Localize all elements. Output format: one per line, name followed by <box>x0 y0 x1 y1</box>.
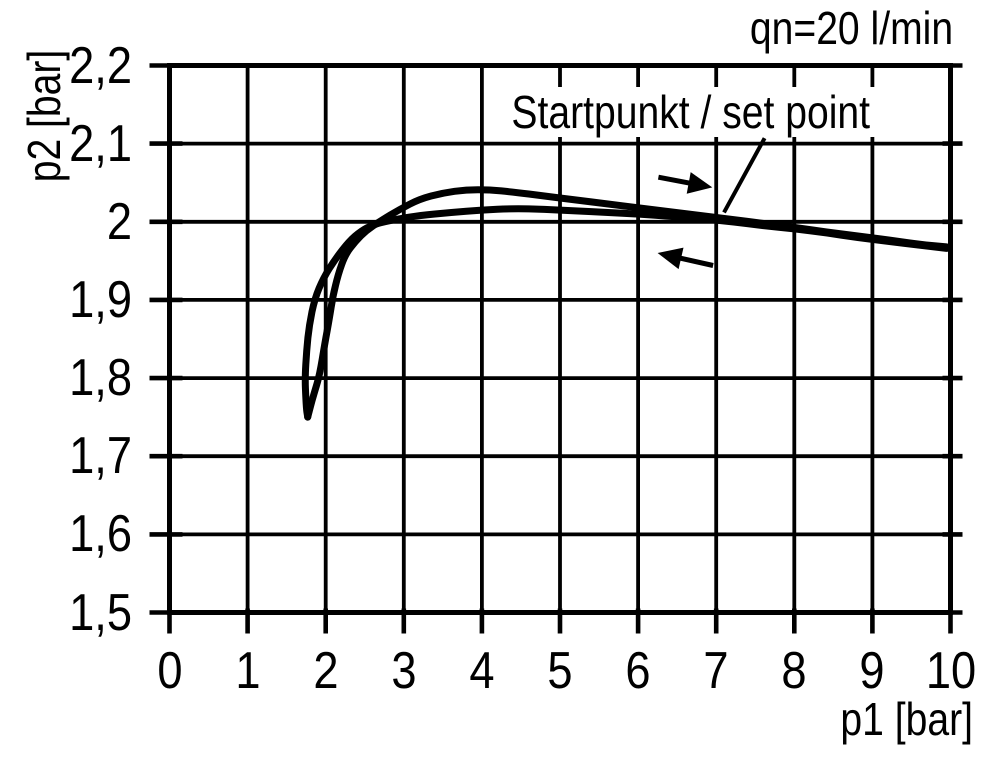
x-tick-label: 6 <box>625 642 651 700</box>
y-tick-label: 1,7 <box>69 427 132 486</box>
y-tick-label: 2,1 <box>69 114 132 173</box>
flow-rate-label: qn=20 l/min <box>749 2 953 54</box>
direction-arrow-right-head <box>686 172 713 194</box>
setpoint-leader-line <box>722 137 767 214</box>
y-tick-label: 1,9 <box>69 270 132 329</box>
x-tick-label: 2 <box>313 642 339 700</box>
y-tick-label: 2 <box>106 192 132 251</box>
direction-arrow-left-head <box>657 247 684 270</box>
direction-arrow-left-shaft <box>676 254 714 268</box>
direction-arrow-right-shaft <box>657 174 694 187</box>
y-tick-label: 2,2 <box>69 36 132 95</box>
x-tick-label: 0 <box>156 642 183 700</box>
x-tick-label: 7 <box>703 642 729 700</box>
x-tick-label: 5 <box>547 642 573 700</box>
setpoint-label: Startpunkt / set point <box>508 87 877 137</box>
x-tick-label: 10 <box>925 642 976 700</box>
plot-border <box>167 63 953 615</box>
y-tick-label: 1,8 <box>69 349 132 408</box>
x-tick-label: 9 <box>859 642 885 700</box>
y-tick-label: 1,6 <box>69 505 132 564</box>
x-tick-label: 4 <box>469 642 495 700</box>
y-tick-label: 1,5 <box>69 583 132 642</box>
x-tick-label: 1 <box>235 642 261 700</box>
x-axis-title: p1 [bar] <box>840 693 973 745</box>
x-tick-label: 3 <box>391 642 417 700</box>
x-tick-label: 8 <box>781 642 807 700</box>
curve-falling-branch <box>301 205 951 421</box>
